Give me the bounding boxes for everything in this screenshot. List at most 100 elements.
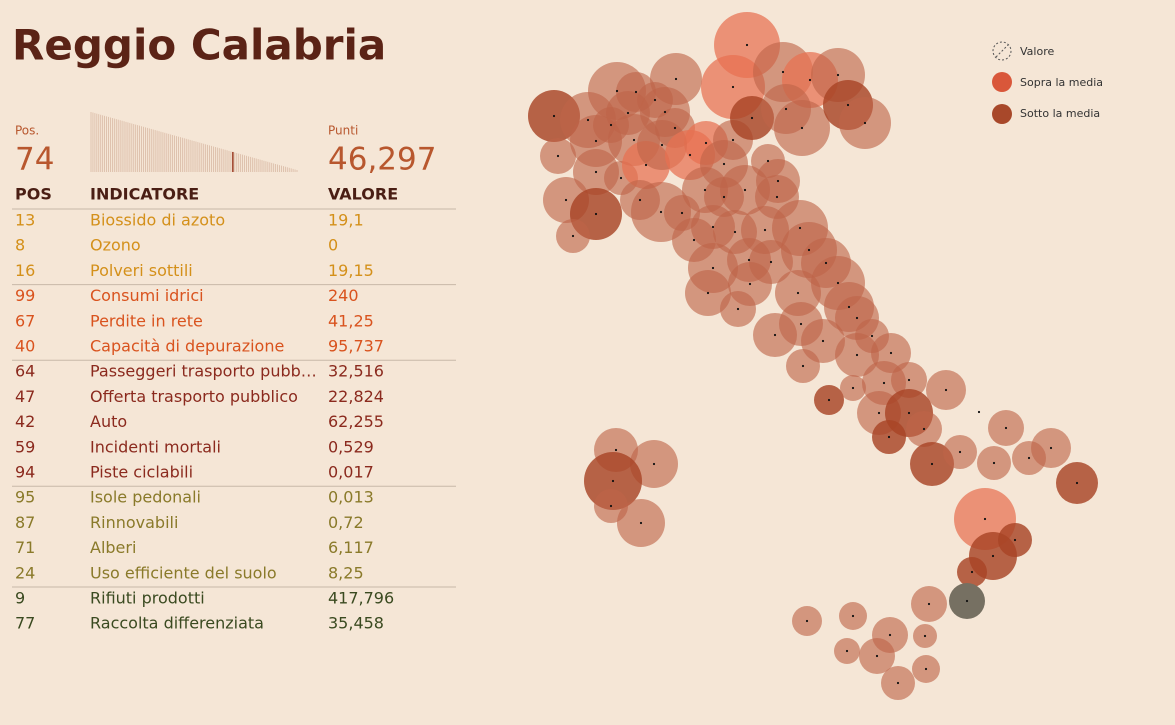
row-value: 0,529 [328, 437, 374, 456]
row-pos: 8 [15, 236, 25, 255]
row-value: 95,737 [328, 337, 384, 356]
map-dot [745, 43, 749, 47]
map-dot [736, 307, 740, 311]
map-dot [692, 238, 696, 242]
map-dot [747, 258, 751, 262]
map-dot [846, 103, 850, 107]
map-dot [983, 517, 987, 521]
map-dot [611, 479, 615, 483]
map-dot [775, 195, 779, 199]
row-value: 0,013 [328, 488, 374, 507]
row-indicator: Offerta trasporto pubblico [90, 387, 298, 406]
map-dot [923, 634, 927, 638]
map-dot [896, 681, 900, 685]
row-value: 22,824 [328, 387, 384, 406]
map-dot [731, 85, 735, 89]
map-dot [722, 162, 726, 166]
row-value: 0,72 [328, 513, 364, 532]
row-pos: 59 [15, 437, 35, 456]
row-indicator: Alberi [90, 538, 136, 557]
map-dot [965, 599, 969, 603]
row-indicator: Perdite in rete [90, 311, 203, 330]
map-dot [863, 121, 867, 125]
map-dot [888, 633, 892, 637]
row-pos: 42 [15, 412, 35, 431]
map-dot [977, 410, 981, 414]
map-dot [773, 333, 777, 337]
map-dot [632, 138, 636, 142]
map-dot [851, 614, 855, 618]
map-dot [1004, 426, 1008, 430]
row-indicator: Capacità di depurazione [90, 337, 284, 356]
map-dot [805, 619, 809, 623]
map-dot [808, 78, 812, 82]
row-value: 19,1 [328, 211, 364, 230]
map-dot [845, 649, 849, 653]
map-dot [776, 179, 780, 183]
row-pos: 13 [15, 211, 35, 230]
row-pos: 87 [15, 513, 35, 532]
map-dot [991, 554, 995, 558]
row-pos: 47 [15, 387, 35, 406]
map-dot [1075, 481, 1079, 485]
map [528, 12, 1098, 700]
map-dot [609, 123, 613, 127]
points-value: 46,297 [328, 142, 436, 178]
map-dot [594, 139, 598, 143]
row-indicator: Polveri sottili [90, 261, 193, 280]
map-dot [673, 126, 677, 130]
map-dot [970, 570, 974, 574]
map-dot [1049, 446, 1053, 450]
map-dot [733, 230, 737, 234]
row-value: 35,458 [328, 614, 384, 633]
map-dot [614, 448, 618, 452]
row-value: 417,796 [328, 589, 394, 608]
rank-sparkline [90, 112, 298, 172]
map-dot [930, 462, 934, 466]
map-dot [556, 154, 560, 158]
row-pos: 99 [15, 286, 35, 305]
map-dot [836, 281, 840, 285]
row-value: 62,255 [328, 412, 384, 431]
row-value: 240 [328, 286, 359, 305]
row-value: 0,017 [328, 463, 374, 482]
map-dot [626, 111, 630, 115]
map-dot [653, 98, 657, 102]
column-header: POS [15, 185, 52, 204]
row-indicator: Raccolta differenziata [90, 614, 264, 633]
map-dot [821, 339, 825, 343]
map-dot [638, 198, 642, 202]
row-pos: 94 [15, 463, 35, 482]
legend: Valore Sopra la media Sotto la media [992, 41, 1103, 124]
map-dot [799, 322, 803, 326]
map-dot [766, 159, 770, 163]
map-dot [836, 73, 840, 77]
map-dot [796, 291, 800, 295]
map-dot [958, 450, 962, 454]
row-indicator: Isole pedonali [90, 488, 201, 507]
rank-label: Pos. [15, 124, 39, 138]
map-dot [887, 435, 891, 439]
map-dot [722, 195, 726, 199]
map-dot [586, 118, 590, 122]
map-dot [870, 334, 874, 338]
rank-value: 74 [15, 142, 54, 178]
map-dot [652, 462, 656, 466]
row-pos: 77 [15, 614, 35, 633]
map-dot [711, 225, 715, 229]
row-pos: 64 [15, 362, 35, 381]
row-indicator: Passeggeri trasporto pubb… [90, 362, 317, 381]
legend-label: Sopra la media [1020, 76, 1103, 89]
map-dot [907, 411, 911, 415]
map-dot [769, 260, 773, 264]
row-value: 6,117 [328, 538, 374, 557]
map-dot [907, 378, 911, 382]
map-dot [704, 141, 708, 145]
map-dot [944, 388, 948, 392]
map-dot [594, 170, 598, 174]
map-dot [663, 110, 667, 114]
map-dot [659, 210, 663, 214]
row-indicator: Rifiuti prodotti [90, 589, 205, 608]
map-dot [748, 282, 752, 286]
